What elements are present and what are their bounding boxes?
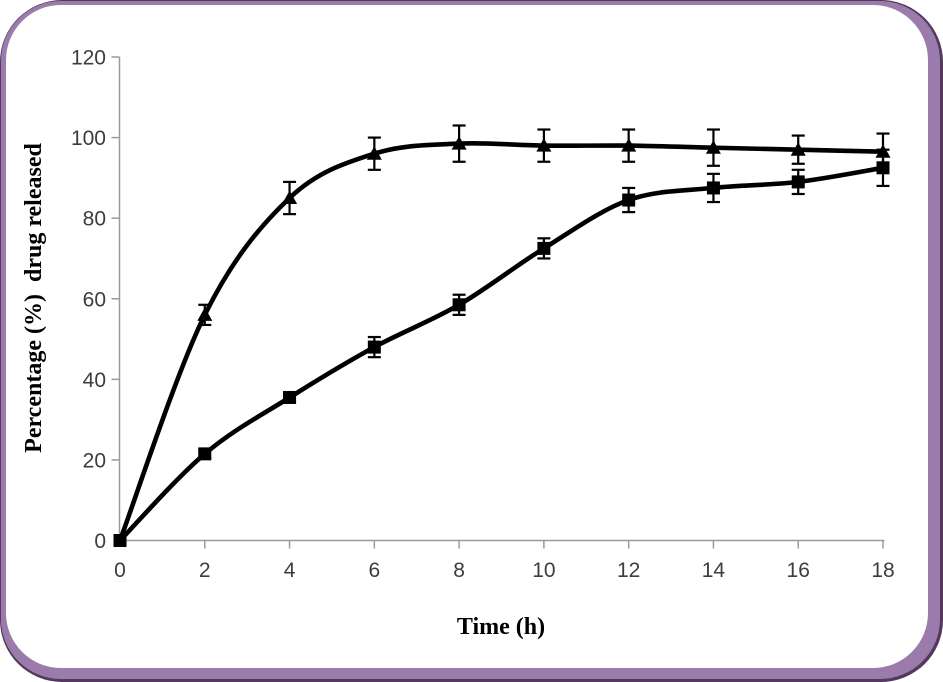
fast-release-triangle-series [117,124,891,543]
square-marker [622,193,636,207]
x-tick-label: 10 [532,559,555,582]
y-tick-label: 20 [83,449,106,472]
triangle-marker [621,138,637,152]
x-tick-label: 2 [199,559,211,582]
x-tick-label: 14 [702,559,726,582]
sustained-release-square-series [113,148,890,547]
square-marker [283,390,297,404]
triangle-marker [197,307,213,321]
y-tick-label: 60 [83,288,106,311]
y-tick-label: 0 [94,530,106,553]
square-marker [367,340,381,354]
x-tick-label: 0 [114,559,126,582]
square-marker [452,298,466,312]
y-axis-title: Percentage (%) drug released [21,143,47,453]
y-tick-label: 40 [83,369,106,392]
x-axis-title: Time (h) [457,614,545,640]
triangle-marker [282,190,298,204]
series-group [113,124,891,547]
x-tick-label: 4 [284,559,296,582]
x-tick-label: 12 [617,559,640,582]
y-tick-label: 100 [71,127,106,150]
y-tick-label: 80 [83,208,106,231]
triangle-marker [536,138,552,152]
x-tick-label: 6 [368,559,380,582]
axes: 0 20 40 60 80 100 120 0 2 4 6 8 10 12 14 16 18 [71,47,895,583]
series-line-square [117,165,886,543]
x-tick-label: 8 [453,559,465,582]
x-tick-label: 16 [787,559,810,582]
square-marker [537,241,551,255]
square-marker [198,447,212,461]
square-marker [113,534,127,547]
square-marker [706,181,720,195]
y-tick-label: 120 [71,47,106,70]
triangle-marker [790,142,806,156]
x-tick-label: 18 [871,559,894,582]
triangle-marker [705,140,721,154]
square-marker [876,161,890,175]
triangle-marker [451,136,467,150]
frame-inner [6,5,928,668]
triangle-marker [366,146,382,160]
series-line-triangle [117,140,886,543]
square-marker [791,175,805,189]
